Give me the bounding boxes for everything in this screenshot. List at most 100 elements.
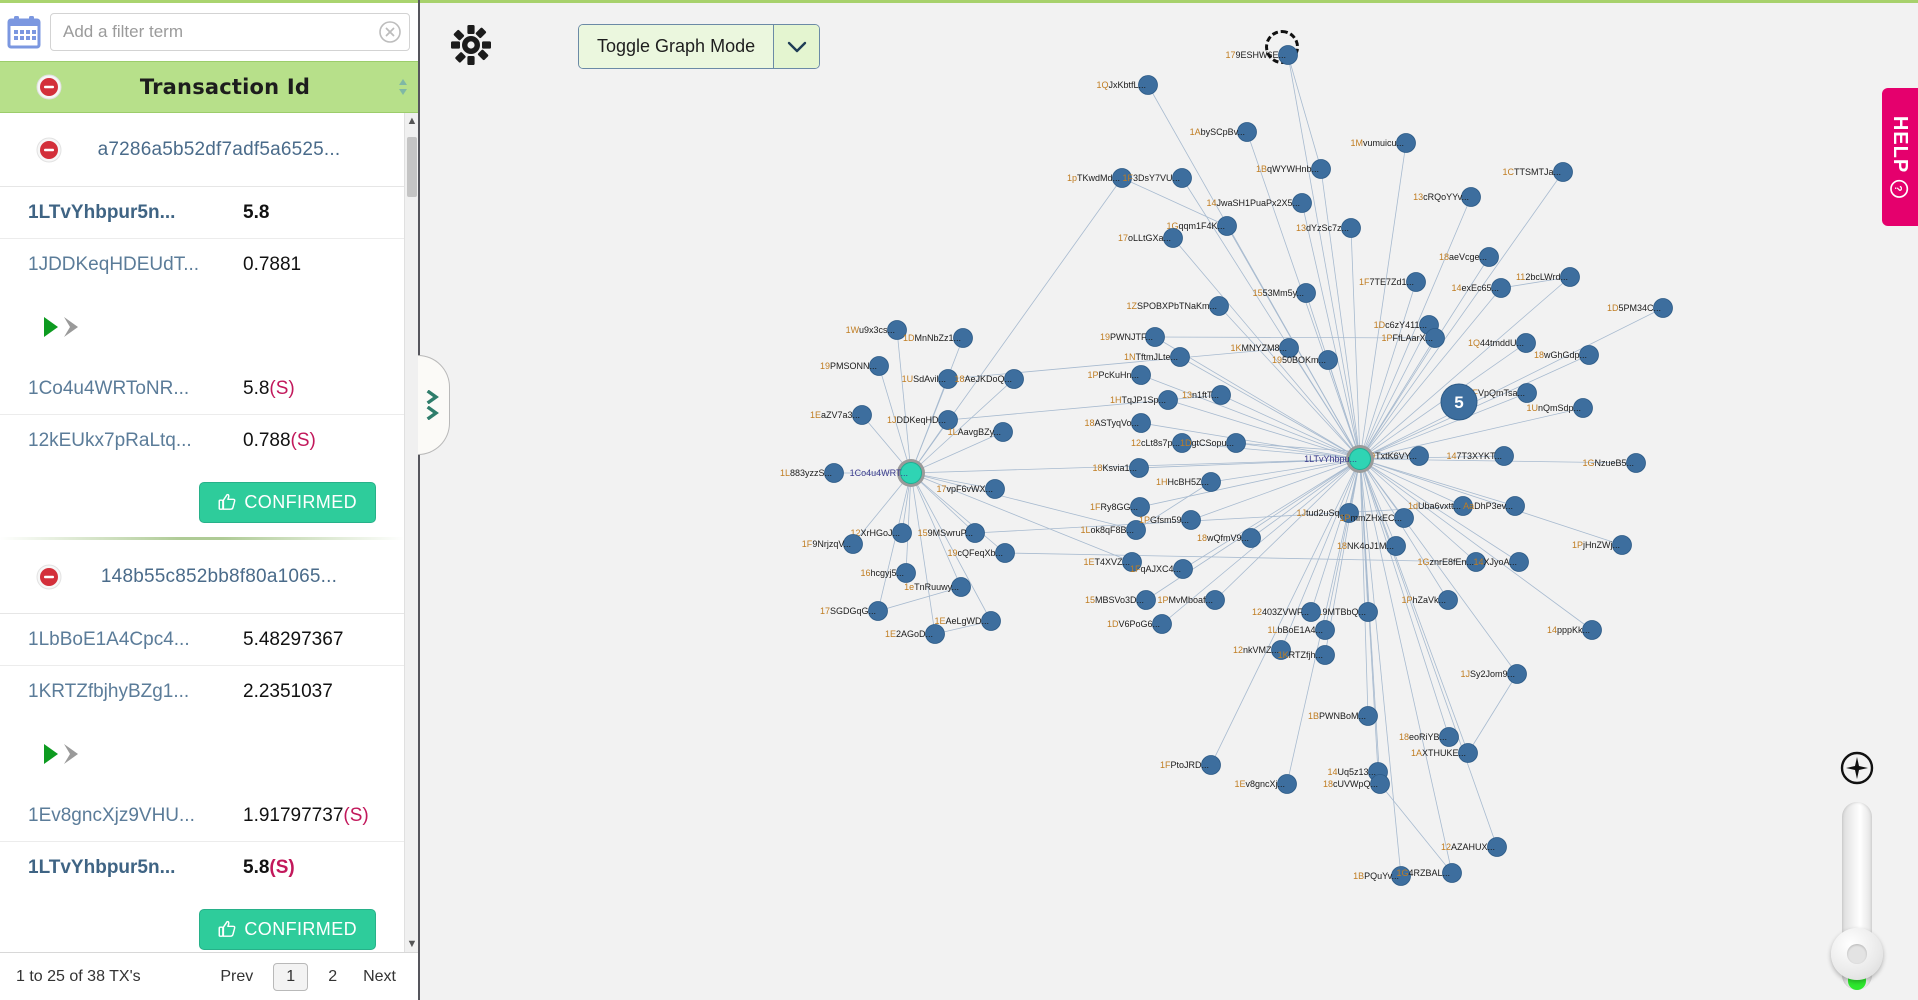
graph-cluster-badge[interactable]: 5 xyxy=(1440,383,1478,421)
status-badge-confirmed[interactable]: CONFIRMED xyxy=(199,908,376,950)
graph-node[interactable]: 19TxtK6VY... xyxy=(1365,446,1429,466)
graph-node[interactable]: 19PMSONN... xyxy=(820,356,889,376)
pagination-prev[interactable]: Prev xyxy=(220,967,254,985)
graph-node[interactable]: 1EAeLgWD... xyxy=(934,611,1001,631)
graph-node[interactable]: 1CTTSMTJa... xyxy=(1502,162,1573,182)
graph-node[interactable]: 13n1ftT... xyxy=(1182,385,1231,405)
graph-node[interactable]: 1AbySCpBv... xyxy=(1190,122,1257,142)
graph-node[interactable]: 1L9MTBbQ... xyxy=(1312,602,1378,622)
chevron-down-icon[interactable] xyxy=(773,25,820,68)
graph-node[interactable]: 1USdAvil... xyxy=(902,369,958,389)
graph-node[interactable]: 1FVpQmTsa... xyxy=(1467,383,1537,403)
sidebar-scrollbar[interactable]: ▲ ▼ xyxy=(404,113,418,952)
graph-node[interactable]: 1E2AGoD... xyxy=(885,624,945,644)
graph-node[interactable]: 1ET4XVZ... xyxy=(1083,552,1142,572)
graph-node[interactable]: 14JwaSH1PuaPx2X5... xyxy=(1206,193,1312,213)
graph-node[interactable]: 1PmmZHxEC... xyxy=(1339,508,1414,528)
graph-node[interactable]: 1F7TE7Zd1... xyxy=(1359,272,1426,292)
graph-node[interactable]: 1KRTZfjh... xyxy=(1278,645,1335,665)
table-row[interactable]: 12kEUkx7pRaLtq... 0.788(S) xyxy=(0,415,404,467)
graph-node[interactable]: 18ASTyqVo... xyxy=(1084,413,1151,433)
graph-node[interactable]: 1L883yzzS... xyxy=(780,463,844,483)
graph-node[interactable]: 1Lok8qF8B... xyxy=(1080,520,1146,540)
graph-node[interactable]: 12cLt8s7p... xyxy=(1131,433,1192,453)
graph-node[interactable]: 14pppKk... xyxy=(1547,620,1602,640)
minus-circle-icon[interactable] xyxy=(36,74,62,100)
graph-node[interactable]: 1FRy8GG... xyxy=(1090,497,1150,517)
graph-node[interactable]: 12nkVMZ... xyxy=(1233,640,1291,660)
graph-node[interactable]: 14exEc65... xyxy=(1451,278,1511,298)
graph-node[interactable]: 1JDDKeqHD... xyxy=(887,410,958,430)
graph-node[interactable]: AaDhP3ev... xyxy=(1463,496,1525,516)
graph-node[interactable]: 159MSwruP... xyxy=(918,523,985,543)
graph-node[interactable]: 1FqAJXC4... xyxy=(1130,559,1193,579)
graph-node[interactable]: 1Q44tmddU... xyxy=(1468,333,1536,353)
graph-node[interactable]: 18wGhGdp... xyxy=(1534,345,1599,365)
minus-circle-icon[interactable] xyxy=(36,137,62,163)
zoom-slider[interactable] xyxy=(1831,802,1883,990)
graph-mode-control[interactable]: Toggle Graph Mode xyxy=(578,24,821,69)
table-row[interactable]: 1LbBoE1A4Cpc4... 5.48297367 xyxy=(0,614,404,666)
graph-node[interactable]: 1GNzueB5... xyxy=(1582,453,1646,473)
graph-node[interactable]: 17vpF6vWX... xyxy=(936,479,1005,499)
graph-node[interactable]: 1PPcKuHn... xyxy=(1087,365,1151,385)
calendar-icon[interactable] xyxy=(6,14,42,50)
graph-node[interactable]: 1F9NrjzqV... xyxy=(802,534,863,554)
graph-node[interactable]: 1BqWYWHnb... xyxy=(1256,159,1331,179)
graph-pane[interactable]: Toggle Graph Mode 179ESHW6E... 1QJxKbtfL.… xyxy=(420,0,1918,1000)
graph-node[interactable]: 18NK4oJ1M... xyxy=(1337,536,1406,556)
graph-node[interactable]: 1eTnRuuwy... xyxy=(904,577,971,597)
toggle-graph-mode-button[interactable]: Toggle Graph Mode xyxy=(579,25,774,68)
graph-node[interactable]: 1553Mm5y... xyxy=(1253,283,1316,303)
graph-node[interactable]: 1Mvumuicu... xyxy=(1350,133,1416,153)
table-row[interactable]: 1LTvYhbpur5n... 5.8(S) xyxy=(0,842,404,894)
graph-node[interactable]: 147T3XYKT... xyxy=(1446,446,1514,466)
zoom-slider-handle[interactable] xyxy=(1831,928,1883,980)
help-tab[interactable]: HELP ? xyxy=(1882,88,1918,226)
graph-node[interactable]: 1DV6PoG6... xyxy=(1107,614,1172,634)
graph-node[interactable]: 19cQFeqXb... xyxy=(947,543,1015,563)
graph-node[interactable]: 1F3DsY7VU... xyxy=(1122,168,1192,188)
column-header-transaction-id[interactable]: Transaction Id xyxy=(0,61,418,113)
graph-node[interactable]: 1Gqqm1F4K... xyxy=(1166,216,1237,236)
sidebar-collapse-handle[interactable] xyxy=(418,355,450,455)
table-row[interactable]: 1Ev8gncXjz9VHU... 1.91797737(S) xyxy=(0,790,404,842)
graph-node[interactable]: 18eoRiYB... xyxy=(1399,727,1459,747)
graph-node[interactable]: 1PhZaVk... xyxy=(1401,590,1458,610)
graph-hub-node[interactable]: 1Co4u4WRT... xyxy=(850,459,925,487)
graph-node[interactable]: 1G4RZBAL... xyxy=(1396,863,1462,883)
graph-node[interactable]: 13cRQoYYv... xyxy=(1413,187,1481,207)
graph-node[interactable]: 1Wu9x3cs... xyxy=(846,320,907,340)
pagination-page-2[interactable]: 2 xyxy=(328,967,338,985)
sort-arrows-icon[interactable] xyxy=(398,77,408,97)
table-row[interactable]: 1LTvYhbpur5n... 5.8 xyxy=(0,187,404,239)
compass-recenter-icon[interactable] xyxy=(1839,750,1875,786)
graph-node[interactable]: 16hcgyj5... xyxy=(860,563,916,583)
graph-node[interactable]: 12AZAHUX... xyxy=(1441,837,1507,857)
graph-node[interactable]: 1pTKwdMd... xyxy=(1067,168,1132,188)
graph-node[interactable]: 1Ev8gncXj... xyxy=(1234,774,1297,794)
graph-node[interactable]: 1FPtoJRD... xyxy=(1160,755,1221,775)
scroll-down-arrow-icon[interactable]: ▼ xyxy=(405,936,418,952)
graph-node[interactable]: 18AeJKDoQ... xyxy=(954,369,1024,389)
graph-node[interactable]: 1HHcBH5Z... xyxy=(1156,472,1221,492)
graph-node[interactable]: 1dUba6vxtt... xyxy=(1408,496,1473,516)
graph-node[interactable]: 1NTftmJLte... xyxy=(1124,347,1190,367)
minus-circle-icon[interactable] xyxy=(36,564,62,590)
graph-node[interactable]: 14XJyoA... xyxy=(1473,552,1529,572)
graph-hub-node[interactable]: 1LTvYhbpu... xyxy=(1304,445,1374,473)
graph-node[interactable]: 1PGfsm59... xyxy=(1139,510,1201,530)
graph-node[interactable]: 1KMNYZM8... xyxy=(1230,338,1299,358)
graph-node[interactable]: 1PjHnZWj... xyxy=(1572,535,1632,555)
graph-node[interactable]: 179ESHW6E... xyxy=(1225,45,1298,65)
graph-node[interactable]: 1AXTHUKE... xyxy=(1411,743,1478,763)
clear-circle-icon[interactable] xyxy=(378,20,402,44)
graph-node[interactable]: 1BPWNBoM... xyxy=(1308,706,1378,726)
graph-node[interactable]: 1LAavgBZy... xyxy=(948,422,1013,442)
graph-node[interactable]: 1LbBoE1A4... xyxy=(1267,620,1335,640)
graph-node[interactable]: 18aeVcge... xyxy=(1439,247,1499,267)
graph-node[interactable]: 1ZSPOBXPbTNaKm... xyxy=(1126,296,1229,316)
status-badge-confirmed[interactable]: CONFIRMED xyxy=(199,481,376,523)
graph-node[interactable]: 1BPQuYv... xyxy=(1353,866,1411,886)
graph-node[interactable]: 112bcLWrd... xyxy=(1516,267,1580,287)
